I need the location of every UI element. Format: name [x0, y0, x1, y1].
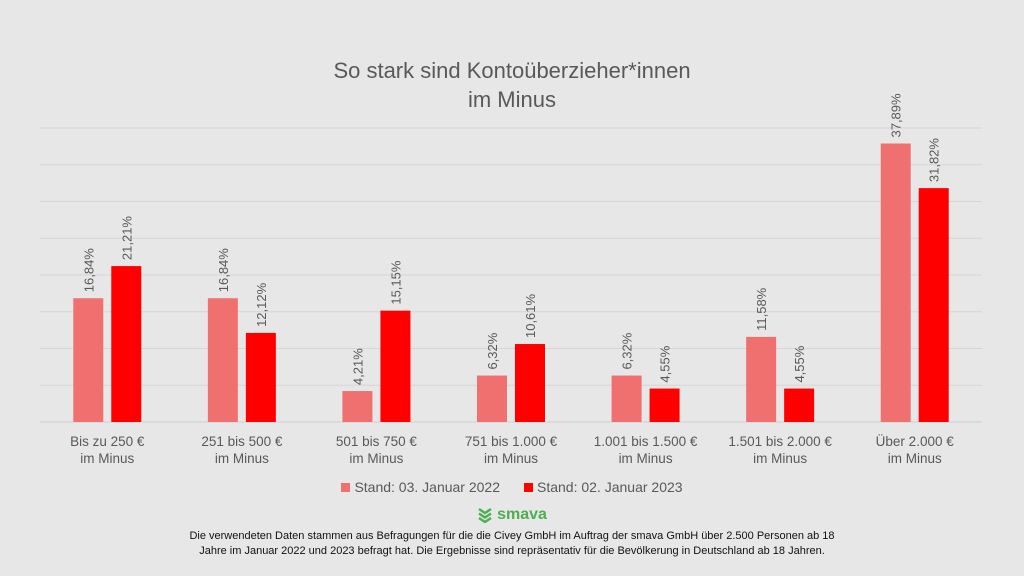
x-tick-label: Bis zu 250 € [70, 434, 145, 449]
legend-label-2022: Stand: 03. Januar 2022 [354, 479, 500, 495]
legend: Stand: 03. Januar 2022 Stand: 02. Januar… [0, 479, 1024, 495]
bar [73, 298, 104, 422]
x-tick-label: im Minus [349, 451, 403, 466]
legend-item-2022: Stand: 03. Januar 2022 [341, 479, 500, 495]
data-label: 6,32% [485, 332, 500, 369]
bar [207, 298, 238, 422]
data-label: 16,84% [81, 248, 96, 293]
x-tick-label: 1.501 bis 2.000 € [728, 434, 832, 449]
data-label: 37,89% [889, 93, 904, 138]
source-note-line-2: Jahre im Januar 2022 und 2023 befragt ha… [199, 545, 825, 557]
logo-text: smava [497, 506, 547, 523]
x-tick-label: im Minus [484, 451, 538, 466]
data-label: 4,55% [658, 345, 673, 382]
data-label: 21,21% [119, 216, 134, 261]
x-tick-label: 251 bis 500 € [201, 434, 283, 449]
smava-chevron-icon [478, 508, 492, 523]
data-label: 4,21% [350, 348, 365, 385]
x-tick-label: im Minus [215, 451, 269, 466]
data-label: 12,12% [254, 282, 269, 327]
bar [111, 266, 142, 422]
source-note: Die verwendeten Daten stammen aus Befrag… [0, 529, 1024, 559]
chart-title-line-1: So stark sind Kontoüberzieher*innen [333, 58, 691, 83]
bar [746, 336, 777, 422]
x-tick-label: im Minus [80, 451, 134, 466]
bar [918, 188, 949, 422]
bar [784, 388, 815, 422]
chart-title: So stark sind Kontoüberzieher*innen im M… [0, 56, 1024, 114]
x-tick-label: im Minus [888, 451, 942, 466]
x-tick-label: 501 bis 750 € [336, 434, 418, 449]
data-label: 15,15% [388, 260, 403, 305]
data-label: 6,32% [620, 332, 635, 369]
data-label: 4,55% [792, 345, 807, 382]
data-label: 11,58% [754, 287, 769, 331]
x-tick-label: im Minus [753, 451, 807, 466]
bar [477, 375, 507, 422]
x-tick-label: 751 bis 1.000 € [465, 434, 558, 449]
bar [880, 143, 911, 423]
x-tick-label: Über 2.000 € [876, 434, 955, 449]
data-label: 10,61% [523, 293, 538, 338]
source-note-line-1: Die verwendeten Daten stammen aus Befrag… [189, 530, 835, 542]
legend-swatch-2023 [524, 482, 533, 492]
legend-swatch-2022 [341, 482, 351, 492]
bar [380, 310, 411, 422]
bar [649, 388, 680, 422]
bar [342, 391, 373, 422]
x-tick-label: 1.001 bis 1.500 € [594, 434, 698, 449]
data-label: 31,82% [927, 138, 942, 183]
bar [515, 344, 545, 422]
bar [245, 332, 276, 422]
chart-title-line-2: im Minus [467, 87, 556, 112]
x-tick-label: im Minus [619, 451, 673, 466]
smava-logo: smava [0, 506, 1024, 524]
bar [611, 375, 642, 422]
legend-item-2023: Stand: 02. Januar 2023 [524, 479, 683, 495]
data-label: 16,84% [216, 248, 231, 293]
legend-label-2023: Stand: 02. Januar 2023 [537, 479, 683, 495]
